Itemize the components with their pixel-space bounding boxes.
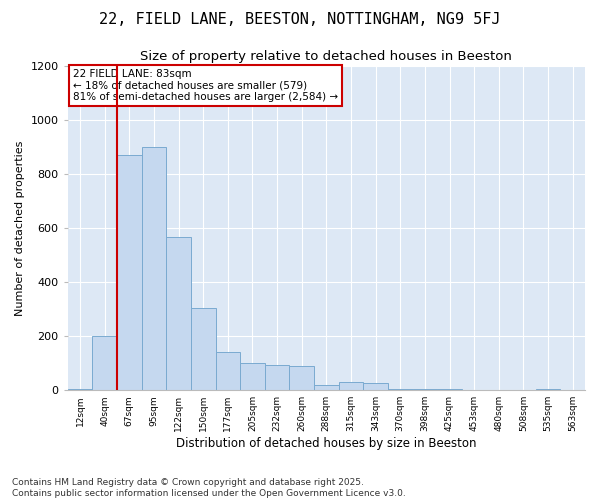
Bar bbox=[68, 389, 92, 390]
Bar bbox=[437, 389, 462, 390]
Bar bbox=[413, 389, 437, 390]
Y-axis label: Number of detached properties: Number of detached properties bbox=[15, 140, 25, 316]
Bar bbox=[314, 385, 338, 390]
Bar bbox=[388, 389, 413, 390]
Bar bbox=[240, 363, 265, 390]
Bar bbox=[289, 366, 314, 390]
Text: 22, FIELD LANE, BEESTON, NOTTINGHAM, NG9 5FJ: 22, FIELD LANE, BEESTON, NOTTINGHAM, NG9… bbox=[99, 12, 501, 28]
Bar bbox=[215, 352, 240, 390]
Bar bbox=[142, 146, 166, 390]
Bar bbox=[117, 155, 142, 390]
Bar bbox=[364, 382, 388, 390]
Bar bbox=[166, 238, 191, 390]
Text: 22 FIELD LANE: 83sqm
← 18% of detached houses are smaller (579)
81% of semi-deta: 22 FIELD LANE: 83sqm ← 18% of detached h… bbox=[73, 69, 338, 102]
X-axis label: Distribution of detached houses by size in Beeston: Distribution of detached houses by size … bbox=[176, 437, 476, 450]
Bar bbox=[536, 389, 560, 390]
Bar bbox=[338, 382, 364, 390]
Text: Contains HM Land Registry data © Crown copyright and database right 2025.
Contai: Contains HM Land Registry data © Crown c… bbox=[12, 478, 406, 498]
Bar bbox=[191, 308, 215, 390]
Title: Size of property relative to detached houses in Beeston: Size of property relative to detached ho… bbox=[140, 50, 512, 63]
Bar bbox=[92, 336, 117, 390]
Bar bbox=[265, 364, 289, 390]
